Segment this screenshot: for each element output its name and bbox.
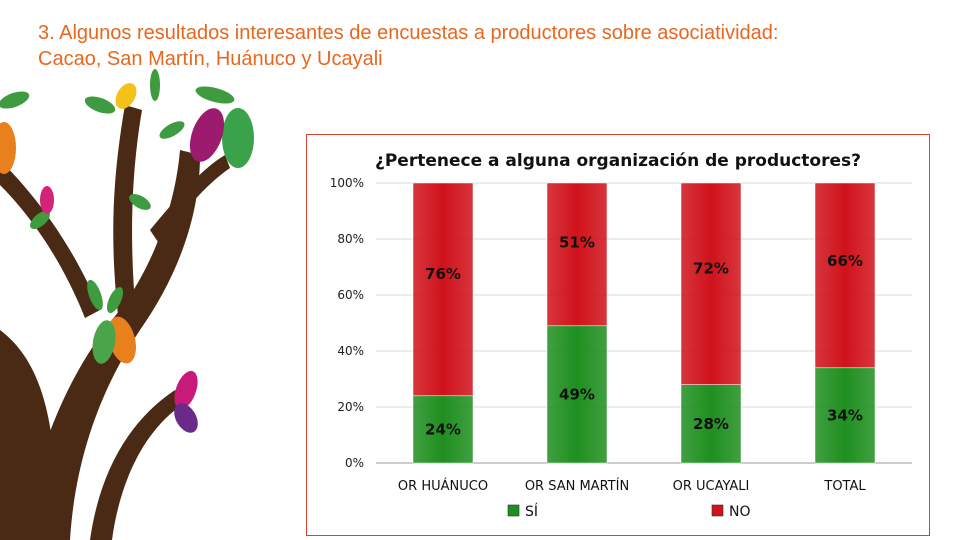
category-label: OR SAN MARTÍN [525,478,629,494]
data-label: 28% [693,415,729,433]
bar-no [412,182,474,397]
category-label: TOTAL [823,479,866,494]
bar-no [680,182,742,385]
legend-swatch [507,504,520,517]
data-label: 34% [827,406,863,424]
legend-label: SÍ [525,503,538,520]
cacao-tree-illustration [0,69,254,540]
category-labels: OR HUÁNUCO OR SAN MARTÍN OR UCAYALI TOTAL [398,478,866,494]
category-label: OR HUÁNUCO [398,478,488,494]
y-tick-label: 40% [337,344,364,358]
data-label: 66% [827,252,863,270]
bar-no [814,182,876,369]
bar-si [680,384,742,464]
bar-no [546,182,608,327]
y-tick-label: 60% [337,288,364,302]
bars [412,182,876,464]
y-tick-label: 100% [330,176,364,190]
cacao-pod-green [222,108,254,168]
yellow-leaf [115,83,137,109]
cacao-pod-magenta [189,108,225,162]
slide-title: 3. Algunos resultados interesantes de en… [38,22,779,70]
legend-swatch [711,504,724,517]
category-label: OR UCAYALI [673,479,750,494]
cacao-pod-orange [107,316,137,364]
data-label: 76% [425,265,461,283]
cacao-pod-green-small [92,320,116,364]
cacao-pod-left [0,122,16,174]
magenta-leaf [174,370,198,410]
stacked-bar-chart: ¿Pertenece a alguna organización de prod… [330,151,912,520]
legend-label: NO [729,504,751,520]
data-label: 24% [425,420,461,438]
data-label: 49% [559,385,595,403]
pink-leaf [40,186,54,214]
data-label: 51% [559,233,595,251]
y-tick-label: 0% [345,456,364,470]
y-axis-ticks: 0% 20% 40% 60% 80% 100% [330,176,364,470]
data-labels: 24% 76% 49% 51% 28% 72% 34% 66% [425,233,863,438]
cacao-pods [0,108,254,364]
purple-leaf [174,403,198,433]
bar-si [546,325,608,464]
leaves [0,69,235,313]
y-tick-label: 20% [337,400,364,414]
chart-title: ¿Pertenece a alguna organización de prod… [375,151,861,171]
bar-si [814,367,876,464]
y-tick-label: 80% [337,232,364,246]
data-label: 72% [693,260,729,278]
bar-si [412,395,474,464]
legend: SÍ NO [507,503,751,520]
